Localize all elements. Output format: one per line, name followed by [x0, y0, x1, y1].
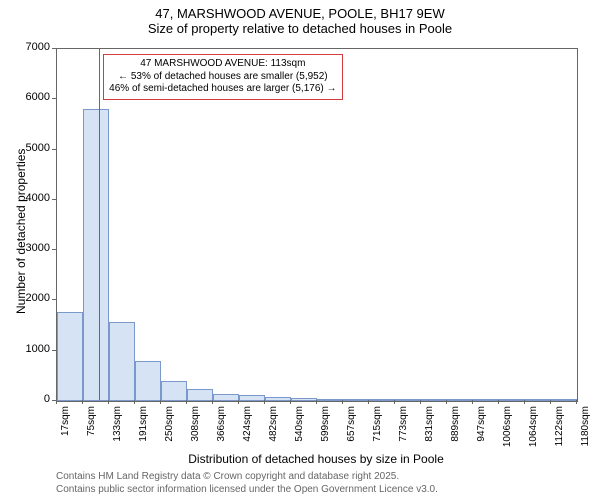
- x-tick-mark: [524, 400, 525, 404]
- y-tick-label: 0: [10, 393, 50, 405]
- annotation-line-2: ← 53% of detached houses are smaller (5,…: [109, 71, 336, 84]
- histogram-bar: [343, 399, 369, 401]
- x-tick-mark: [316, 400, 317, 404]
- histogram-bar: [187, 389, 213, 401]
- y-tick-mark: [52, 350, 56, 351]
- x-tick-label: 831sqm: [424, 406, 435, 456]
- x-tick-label: 599sqm: [320, 406, 331, 456]
- histogram-bar: [421, 399, 447, 401]
- x-tick-mark: [212, 400, 213, 404]
- x-tick-mark: [342, 400, 343, 404]
- y-tick-mark: [52, 249, 56, 250]
- x-tick-mark: [56, 400, 57, 404]
- histogram-bar: [265, 397, 291, 401]
- x-tick-mark: [368, 400, 369, 404]
- x-tick-mark: [160, 400, 161, 404]
- x-tick-label: 1064sqm: [528, 406, 539, 456]
- y-tick-mark: [52, 199, 56, 200]
- footer-line-1: Contains HM Land Registry data © Crown c…: [56, 470, 438, 483]
- chart-title: 47, MARSHWOOD AVENUE, POOLE, BH17 9EW Si…: [0, 0, 600, 36]
- x-tick-label: 1006sqm: [502, 406, 513, 456]
- x-tick-mark: [446, 400, 447, 404]
- x-tick-label: 75sqm: [86, 406, 97, 456]
- y-tick-label: 4000: [10, 192, 50, 204]
- x-tick-label: 191sqm: [138, 406, 149, 456]
- x-tick-label: 308sqm: [190, 406, 201, 456]
- y-tick-label: 3000: [10, 242, 50, 254]
- histogram-bar: [551, 399, 577, 401]
- histogram-bar: [161, 381, 187, 401]
- chart-container: 47, MARSHWOOD AVENUE, POOLE, BH17 9EW Si…: [0, 0, 600, 500]
- x-tick-label: 250sqm: [164, 406, 175, 456]
- x-tick-mark: [134, 400, 135, 404]
- x-tick-label: 947sqm: [476, 406, 487, 456]
- x-tick-mark: [576, 400, 577, 404]
- footer-attribution: Contains HM Land Registry data © Crown c…: [56, 470, 438, 496]
- x-tick-label: 540sqm: [294, 406, 305, 456]
- x-tick-mark: [394, 400, 395, 404]
- histogram-bar: [83, 109, 109, 401]
- histogram-bar: [291, 398, 317, 401]
- x-tick-mark: [550, 400, 551, 404]
- x-tick-mark: [420, 400, 421, 404]
- y-tick-label: 6000: [10, 91, 50, 103]
- histogram-bar: [213, 394, 239, 401]
- histogram-bar: [525, 399, 551, 401]
- footer-line-2: Contains public sector information licen…: [56, 483, 438, 496]
- y-tick-label: 5000: [10, 142, 50, 154]
- x-tick-label: 715sqm: [372, 406, 383, 456]
- x-tick-label: 1180sqm: [580, 406, 591, 456]
- annotation-line-1: 47 MARSHWOOD AVENUE: 113sqm: [109, 58, 336, 71]
- histogram-bar: [239, 395, 265, 401]
- x-tick-label: 657sqm: [346, 406, 357, 456]
- histogram-bar: [109, 322, 135, 401]
- annotation-box: 47 MARSHWOOD AVENUE: 113sqm← 53% of deta…: [103, 54, 342, 100]
- x-tick-label: 366sqm: [216, 406, 227, 456]
- histogram-bar: [499, 399, 525, 401]
- y-tick-label: 2000: [10, 292, 50, 304]
- title-line-1: 47, MARSHWOOD AVENUE, POOLE, BH17 9EW: [0, 6, 600, 21]
- x-tick-label: 482sqm: [268, 406, 279, 456]
- plot-area: [56, 48, 578, 402]
- histogram-bar: [395, 399, 421, 401]
- x-axis-label: Distribution of detached houses by size …: [56, 452, 576, 466]
- x-tick-mark: [238, 400, 239, 404]
- x-tick-label: 773sqm: [398, 406, 409, 456]
- y-axis-label: Number of detached properties: [14, 149, 28, 314]
- title-line-2: Size of property relative to detached ho…: [0, 21, 600, 36]
- x-tick-label: 1122sqm: [554, 406, 565, 456]
- x-tick-label: 133sqm: [112, 406, 123, 456]
- x-tick-mark: [82, 400, 83, 404]
- y-tick-label: 1000: [10, 343, 50, 355]
- histogram-bar: [135, 361, 161, 401]
- y-tick-label: 7000: [10, 41, 50, 53]
- y-tick-mark: [52, 149, 56, 150]
- y-tick-mark: [52, 299, 56, 300]
- reference-line: [99, 48, 100, 400]
- histogram-bar: [369, 399, 395, 401]
- histogram-bar: [317, 399, 343, 402]
- histogram-bar: [447, 399, 473, 401]
- x-tick-label: 17sqm: [60, 406, 71, 456]
- annotation-line-3: 46% of semi-detached houses are larger (…: [109, 83, 336, 96]
- x-tick-mark: [498, 400, 499, 404]
- x-tick-label: 889sqm: [450, 406, 461, 456]
- y-tick-mark: [52, 48, 56, 49]
- histogram-bar: [473, 399, 499, 401]
- x-tick-mark: [472, 400, 473, 404]
- histogram-bar: [57, 312, 83, 402]
- x-tick-mark: [108, 400, 109, 404]
- y-tick-mark: [52, 98, 56, 99]
- x-tick-label: 424sqm: [242, 406, 253, 456]
- x-tick-mark: [290, 400, 291, 404]
- x-tick-mark: [264, 400, 265, 404]
- x-tick-mark: [186, 400, 187, 404]
